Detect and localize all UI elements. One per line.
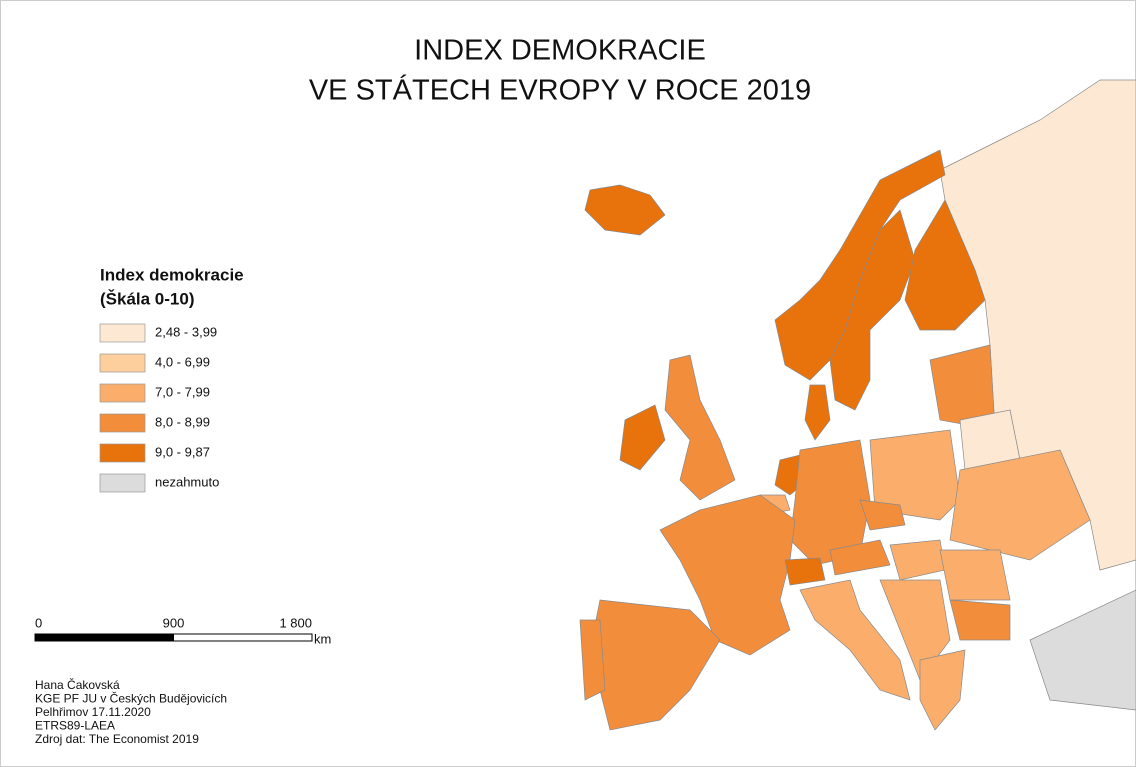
legend-swatch [100,414,145,432]
scale-segment [174,634,313,641]
scale-label: 1 800 [279,615,312,630]
legend-title: (Škála 0-10) [100,289,195,308]
title-line: VE STÁTECH EVROPY V ROCE 2019 [309,74,811,107]
bulgaria [950,600,1010,640]
legend-swatch [100,324,145,342]
romania [940,550,1010,600]
legend-label: nezahmuto [155,474,219,489]
credit-line: Pelhřimov 17.11.2020 [35,705,151,719]
legend-label: 4,0 - 6,99 [155,354,210,369]
credit-line: Zdroj dat: The Economist 2019 [35,732,199,746]
scale-segment [35,634,174,641]
legend-label: 2,48 - 3,99 [155,324,217,339]
scale-label: 0 [35,615,42,630]
legend-swatch [100,474,145,492]
legend-label: 7,0 - 7,99 [155,384,210,399]
legend-swatch [100,354,145,372]
switzerland [785,558,825,585]
legend-label: 8,0 - 8,99 [155,414,210,429]
legend-swatch [100,384,145,402]
legend-label: 9,0 - 9,87 [155,444,210,459]
title-line: INDEX DEMOKRACIE [414,35,706,67]
credit-line: Hana Čakovská [35,677,120,692]
credit-line: KGE PF JU v Českých Budějovicích [35,691,227,706]
map-page: INDEX DEMOKRACIE VE STÁTECH EVROPY V ROC… [0,0,1136,767]
credit-line: ETRS89-LAEA [35,719,115,733]
legend-title: Index demokracie [100,265,244,284]
scale-label: 900 [163,615,185,630]
scale-unit: km [314,631,331,646]
legend-swatch [100,444,145,462]
